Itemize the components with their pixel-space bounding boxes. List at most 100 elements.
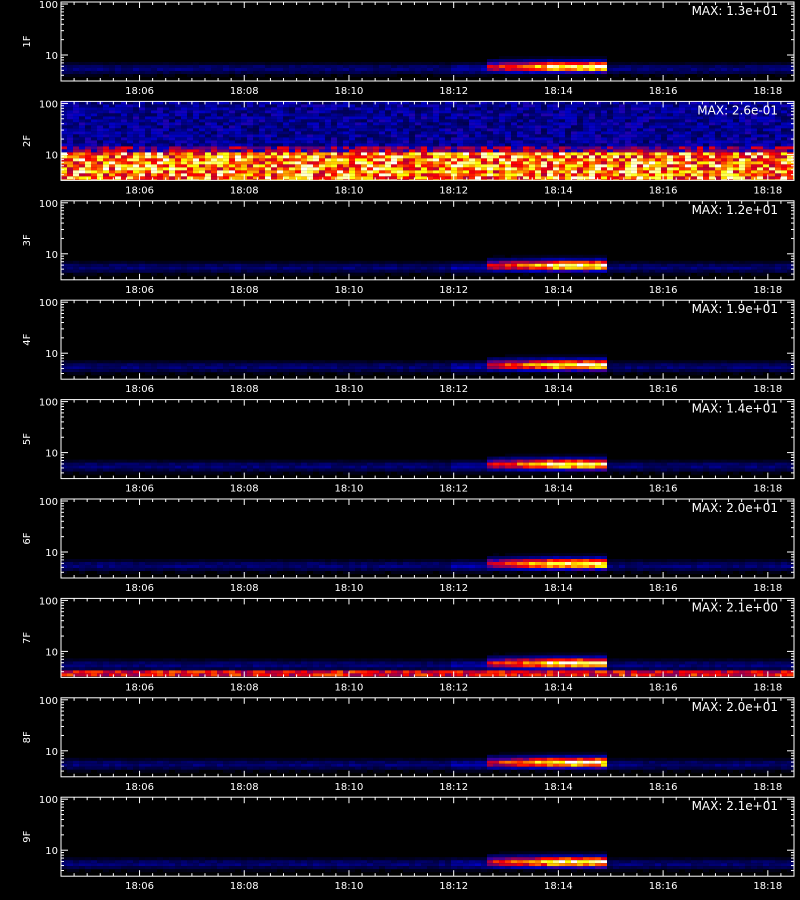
heat-cell xyxy=(349,269,355,273)
heat-cell xyxy=(241,107,247,111)
heat-cell xyxy=(457,269,463,273)
heat-cell xyxy=(559,68,565,71)
heat-cell xyxy=(547,68,553,71)
heat-cell xyxy=(163,260,169,264)
heat-cell xyxy=(613,116,619,120)
heat-cell xyxy=(565,119,571,123)
heat-cell xyxy=(577,146,583,150)
heat-cell xyxy=(193,128,199,132)
heat-cell xyxy=(757,164,763,168)
heat-cell xyxy=(541,119,547,123)
heat-cell xyxy=(487,119,493,123)
heat-cell xyxy=(685,272,691,276)
heat-cell xyxy=(727,140,733,144)
heat-cell xyxy=(133,62,139,65)
heat-cell xyxy=(169,104,175,108)
heat-cell xyxy=(109,71,115,74)
heat-cell xyxy=(685,134,691,138)
heat-cell xyxy=(313,71,319,74)
heat-cell xyxy=(721,146,727,150)
heat-cell xyxy=(67,62,73,65)
heat-cell xyxy=(169,110,175,114)
heat-cell xyxy=(73,260,79,264)
heat-cell xyxy=(703,176,709,180)
heat-cell xyxy=(643,125,649,129)
heat-cell xyxy=(223,260,229,264)
heat-cell xyxy=(643,158,649,162)
heat-cell xyxy=(751,107,757,111)
heat-cell xyxy=(139,143,145,147)
heat-cell xyxy=(199,125,205,129)
heat-cell xyxy=(391,65,397,68)
heat-cell xyxy=(691,62,697,65)
heat-cell xyxy=(601,263,607,267)
heat-cell xyxy=(283,110,289,114)
heat-cell xyxy=(613,173,619,177)
heat-cell xyxy=(727,152,733,156)
heat-cell xyxy=(361,272,367,276)
heat-cell xyxy=(517,128,523,132)
x-tick-label: 18:18 xyxy=(753,185,782,196)
heat-cell xyxy=(595,161,601,165)
heat-cell xyxy=(103,146,109,150)
heat-cell xyxy=(745,128,751,132)
heat-cell xyxy=(157,125,163,129)
heat-cell xyxy=(73,170,79,174)
heat-cell xyxy=(637,116,643,120)
heat-cell xyxy=(397,149,403,153)
heat-cell xyxy=(169,266,175,270)
heat-cell xyxy=(163,71,169,74)
heat-cell xyxy=(781,65,787,68)
heat-cell xyxy=(733,149,739,153)
heat-cell xyxy=(721,266,727,270)
heat-cell xyxy=(229,260,235,264)
heat-cell xyxy=(385,65,391,68)
heat-cell xyxy=(565,131,571,135)
heat-cell xyxy=(85,167,91,171)
heat-cell xyxy=(709,164,715,168)
heat-cell xyxy=(169,74,175,77)
heat-cell xyxy=(421,110,427,114)
heat-cell xyxy=(481,155,487,159)
heat-cell xyxy=(787,170,793,174)
heat-cell xyxy=(79,143,85,147)
heat-cell xyxy=(319,167,325,171)
heat-cell xyxy=(529,71,535,74)
heat-cell xyxy=(241,116,247,120)
heat-cell xyxy=(61,269,67,273)
heat-cell xyxy=(295,68,301,71)
heat-cell xyxy=(331,269,337,273)
heat-cell xyxy=(697,74,703,77)
heat-cell xyxy=(787,143,793,147)
heat-cell xyxy=(667,116,673,120)
heat-cell xyxy=(433,272,439,276)
x-tick-label: 18:18 xyxy=(753,86,782,97)
heat-cell xyxy=(217,101,223,105)
heat-cell xyxy=(511,59,517,62)
heat-cell xyxy=(187,74,193,77)
heat-cell xyxy=(337,113,343,117)
heat-cell xyxy=(403,119,409,123)
heat-cell xyxy=(289,155,295,159)
heat-cell xyxy=(235,137,241,141)
heat-cell xyxy=(673,113,679,117)
heat-cell xyxy=(307,155,313,159)
heat-cell xyxy=(217,269,223,273)
heat-cell xyxy=(703,134,709,138)
heat-cell xyxy=(409,170,415,174)
heat-cell xyxy=(715,263,721,267)
heat-cell xyxy=(469,143,475,147)
heat-cell xyxy=(307,152,313,156)
heat-cell xyxy=(547,254,553,258)
heat-cell xyxy=(187,101,193,105)
heat-cell xyxy=(625,122,631,126)
heat-cell xyxy=(253,137,259,141)
heat-cell xyxy=(403,116,409,120)
heat-cell xyxy=(295,167,301,171)
heat-cell xyxy=(481,128,487,132)
heat-cell xyxy=(499,101,505,105)
heat-cell xyxy=(115,158,121,162)
heat-cell xyxy=(391,272,397,276)
heat-cell xyxy=(619,158,625,162)
heat-cell xyxy=(487,113,493,117)
